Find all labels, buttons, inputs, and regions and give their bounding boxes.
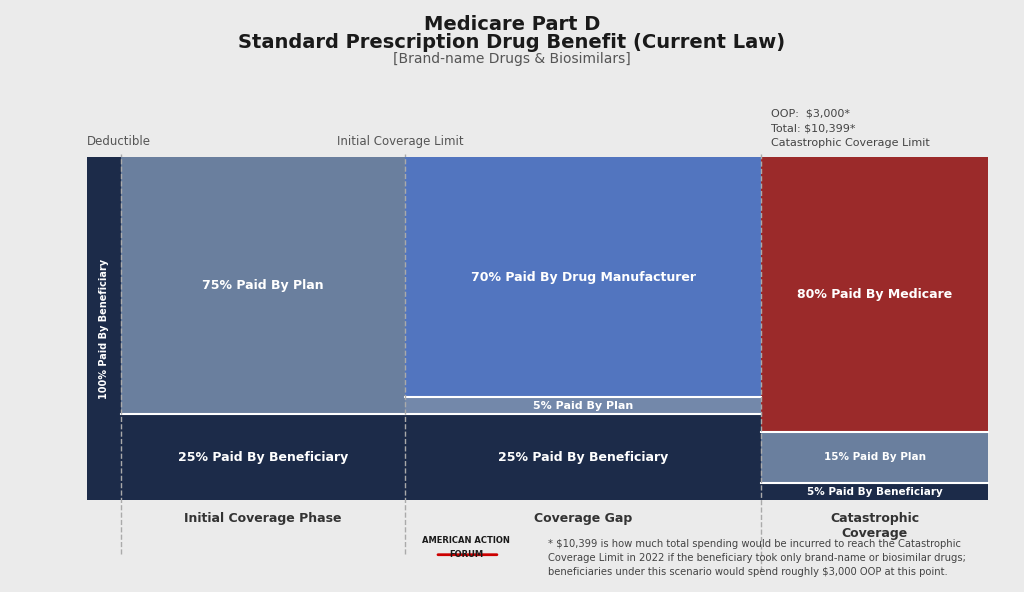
Text: Total: $10,399*: Total: $10,399* [771, 123, 856, 133]
Bar [761, 157, 988, 432]
Bar [87, 157, 121, 500]
Text: 70% Paid By Drug Manufacturer: 70% Paid By Drug Manufacturer [471, 271, 695, 284]
Bar [761, 483, 988, 500]
Bar [761, 432, 988, 483]
Text: Initial Coverage Phase: Initial Coverage Phase [184, 512, 342, 525]
Text: 75% Paid By Plan: 75% Paid By Plan [203, 279, 324, 292]
Text: 80% Paid By Medicare: 80% Paid By Medicare [797, 288, 952, 301]
Text: [Brand-name Drugs & Biosimilars]: [Brand-name Drugs & Biosimilars] [393, 52, 631, 66]
Text: 25% Paid By Beneficiary: 25% Paid By Beneficiary [498, 451, 669, 464]
Text: 25% Paid By Beneficiary: 25% Paid By Beneficiary [178, 451, 348, 464]
Text: 15% Paid By Plan: 15% Paid By Plan [823, 452, 926, 462]
Text: Catastrophic Coverage Limit: Catastrophic Coverage Limit [771, 138, 930, 148]
Bar [121, 414, 406, 500]
Bar [406, 414, 761, 500]
Text: 5% Paid By Beneficiary: 5% Paid By Beneficiary [807, 487, 942, 497]
Text: Initial Coverage Limit: Initial Coverage Limit [337, 135, 463, 148]
Text: Medicare Part D: Medicare Part D [424, 15, 600, 34]
Text: * $10,399 is how much total spending would be incurred to reach the Catastrophic: * $10,399 is how much total spending wou… [548, 539, 966, 577]
Bar [406, 397, 761, 414]
Text: 5% Paid By Plan: 5% Paid By Plan [532, 401, 633, 411]
Text: AMERICAN ACTION
FORUM: AMERICAN ACTION FORUM [422, 536, 510, 559]
Text: OOP:  $3,000*: OOP: $3,000* [771, 108, 850, 118]
Text: Coverage Gap: Coverage Gap [534, 512, 632, 525]
Text: 100% Paid By Beneficiary: 100% Paid By Beneficiary [99, 259, 110, 398]
Bar [121, 157, 406, 414]
Text: Deductible: Deductible [87, 135, 152, 148]
Text: Catastrophic
Coverage: Catastrophic Coverage [830, 512, 920, 540]
Text: Standard Prescription Drug Benefit (Current Law): Standard Prescription Drug Benefit (Curr… [239, 33, 785, 52]
Bar [406, 157, 761, 397]
